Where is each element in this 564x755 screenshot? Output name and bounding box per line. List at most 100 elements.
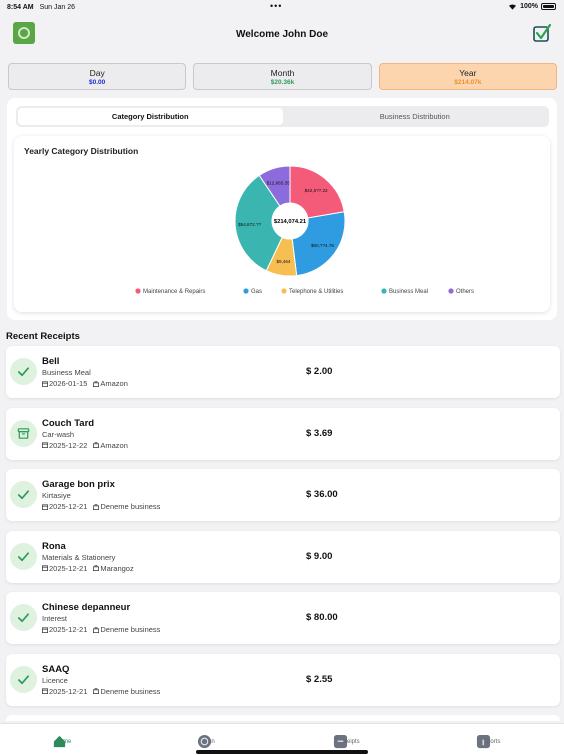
period-value: $0.00 [89,78,106,86]
receipt-status-badge [10,604,37,631]
calendar-icon [42,503,48,510]
pie-slice[interactable] [289,165,345,219]
tab-reports[interactable]: ports [476,734,500,749]
receipt-business: Deneme business [100,625,161,634]
pie-slice[interactable] [291,211,346,277]
receipt-status-badge [10,358,37,385]
receipt-row[interactable]: SAAQ Licence 2025-12-21 Deneme business $ 2.… [6,653,560,706]
receipt-merchant: Couch Tard [42,417,95,429]
receipt-meta: 2025-12-22 Amazon [42,441,128,450]
legend-swatch [448,288,454,294]
calendar-icon [42,442,48,448]
pie-slice-label: $60,??4.76 [311,243,334,248]
briefcase-icon [93,626,100,633]
pie-slice-label: $54,872.?? [238,222,261,227]
briefcase-icon [93,380,100,387]
receipt-status-badge [10,665,37,693]
tab-label: ports [487,738,501,745]
receipt-amount: $ 80.00 [306,612,338,623]
legend-item[interactable]: Others [448,288,474,295]
receipt-merchant: Bell [42,356,60,367]
receipt-business: Amazon [100,440,128,450]
tab-receipts[interactable]: ceipts [333,734,360,749]
receipt-date: 2025-12-21 [49,563,88,573]
receipt-category: Licence [42,675,68,685]
period-selector: Day $0.00 Month $20.36k Year $214.07k [8,63,557,90]
receipt-business: Amazon [100,379,128,388]
tab-business-distribution[interactable]: Business Distribution [379,112,450,121]
receipt-business: Deneme business [100,502,161,511]
calendar-icon [42,380,48,387]
receipt-amount: $ 2.00 [306,366,333,377]
calendar-icon [42,688,48,694]
receipt-meta: 2025-12-21 Deneme business [42,502,160,511]
archive-icon [17,427,30,439]
period-month-button[interactable]: Month $20.36k [193,63,372,90]
receipt-row[interactable]: Rona Materials & Stationery 2025-12-21 Mara… [6,530,560,583]
legend-swatch [381,288,387,294]
legend-swatch [243,288,249,294]
receipt-category: Materials & Stationery [42,552,116,562]
chart-container: Yearly Category Distribution $42,5??.22 $… [14,136,550,312]
receipt-status-badge [10,481,37,508]
pie-slice[interactable] [258,165,291,207]
period-value: $214.07k [454,78,482,86]
period-label: Month [270,67,295,78]
legend-item[interactable]: Maintenance & Repairs [135,288,205,295]
receipt-date: 2025-12-21 [49,686,88,696]
briefcase-icon [93,503,100,510]
legend-item[interactable]: Gas [243,288,262,295]
receipt-date: 2026-01-15 [49,379,88,388]
legend-label: Business Meal [389,289,428,295]
battery-percent: 100% [520,3,538,10]
scan-icon [197,734,212,749]
tab-label: me [63,738,72,745]
receipt-category: Business Meal [42,368,91,377]
check-icon [17,551,30,561]
tab-category-distribution[interactable]: Category Distribution [18,108,283,125]
receipt-row[interactable]: Garage bon prix Kirtasiye 2025-12-21 Deneme… [6,469,560,521]
chart-title: Yearly Category Distribution [24,146,139,156]
receipt-row[interactable]: Bell Business Meal 2026-01-15 Amazon $ 2.00 [6,346,560,398]
tab-home[interactable]: me [52,734,71,749]
legend-item[interactable]: Business Meal [381,288,428,295]
receipt-date: 2025-12-21 [49,502,88,511]
status-date: Sun Jan 26 [39,3,76,11]
check-icon [17,490,30,500]
multitask-dots[interactable]: ••• [270,1,283,11]
home-icon [53,735,66,748]
receipts-list: Bell Business Meal 2026-01-15 Amazon $ 2.00 C… [6,346,560,721]
receipts-icon [333,734,348,749]
receipt-date: 2025-12-21 [49,625,88,634]
distribution-card: Category Distribution Business Distribut… [7,98,557,320]
receipt-meta: 2025-12-21 Deneme business [42,687,160,696]
period-year-button[interactable]: Year $214.07k [378,63,557,90]
tab-scan[interactable]: an [197,734,215,749]
calendar-icon [42,565,48,571]
receipt-row[interactable]: Couch Tard Car-wash 2025-12-22 Amazon $ 3.69 [6,407,560,460]
status-time: 8:54 AM [7,3,34,11]
reports-icon [476,734,491,749]
check-shield-icon[interactable] [532,23,552,43]
legend-label: Telephone & Utilities [289,289,343,295]
check-icon [17,613,30,623]
calendar-icon [42,626,48,633]
category-pie-chart: $42,5??.22 $60,??4.76 $9,464 $54,872.?? $12,… [135,165,474,295]
bottom-tab-bar: me an ceipts ports [0,723,564,755]
receipt-row[interactable]: Chinese depanneur Interest 2025-12-21 Denem… [6,592,560,644]
receipt-status-badge [10,419,37,447]
receipt-amount: $ 2.55 [306,673,333,685]
receipt-meta: 2025-12-21 Deneme business [42,625,160,634]
app-logo-icon[interactable] [13,22,35,44]
receipt-row[interactable] [6,715,560,721]
home-indicator [196,750,368,754]
period-label: Year [459,67,477,78]
receipt-merchant: Rona [42,540,66,552]
receipt-category: Interest [42,614,68,623]
legend-swatch [281,288,287,294]
status-bar: 8:54 AM Sun Jan 26 ••• 100% [0,0,564,14]
legend-item[interactable]: Telephone & Utilities [281,288,343,295]
pie-slice[interactable] [234,174,283,272]
legend-swatch [135,288,141,294]
period-day-button[interactable]: Day $0.00 [8,63,187,90]
